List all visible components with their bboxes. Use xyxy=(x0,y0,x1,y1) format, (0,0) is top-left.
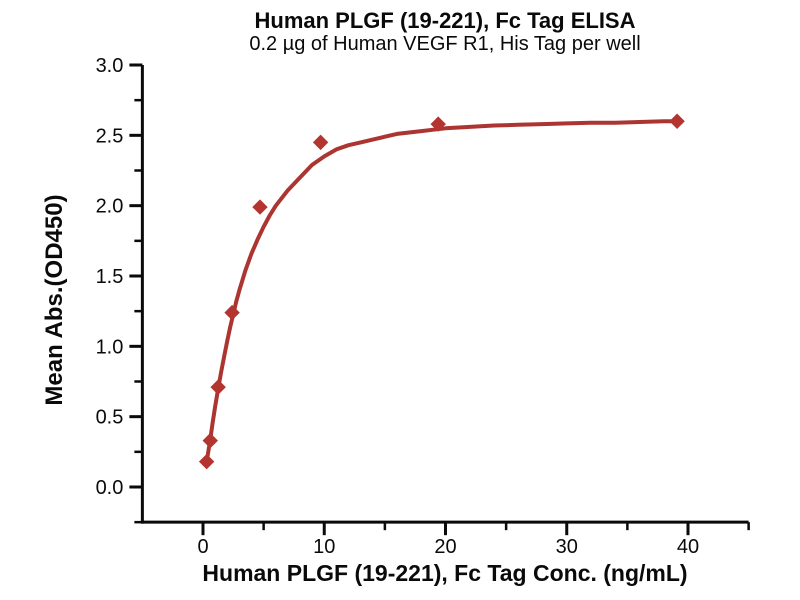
y-tick-label: 0.0 xyxy=(96,477,124,499)
data-point-marker xyxy=(669,113,685,129)
y-tick-label: 0.5 xyxy=(96,407,124,429)
x-tick-label: 0 xyxy=(197,536,208,558)
chart-title: Human PLGF (19-221), Fc Tag ELISA xyxy=(254,8,636,33)
data-point-marker xyxy=(224,304,240,321)
x-tick-label: 20 xyxy=(434,536,456,558)
x-tick-label: 40 xyxy=(677,536,699,558)
data-point-marker xyxy=(252,199,268,215)
y-tick-label: 2.0 xyxy=(96,196,124,218)
x-tick-label: 30 xyxy=(556,536,578,558)
y-tick-label: 1.5 xyxy=(96,266,124,288)
y-tick-label: 3.0 xyxy=(96,55,124,77)
y-tick-label: 1.0 xyxy=(96,336,124,358)
data-point-marker xyxy=(430,116,446,132)
data-point-marker xyxy=(202,432,218,449)
y-tick-label: 2.5 xyxy=(96,125,124,147)
x-axis-label: Human PLGF (19-221), Fc Tag Conc. (ng/mL… xyxy=(202,560,688,586)
data-point-marker xyxy=(198,453,215,470)
x-tick-label: 10 xyxy=(313,536,335,558)
chart-subtitle: 0.2 µg of Human VEGF R1, His Tag per wel… xyxy=(249,33,641,55)
data-point-marker xyxy=(210,379,226,395)
fit-curve xyxy=(204,119,680,464)
data-point-marker xyxy=(312,134,329,151)
